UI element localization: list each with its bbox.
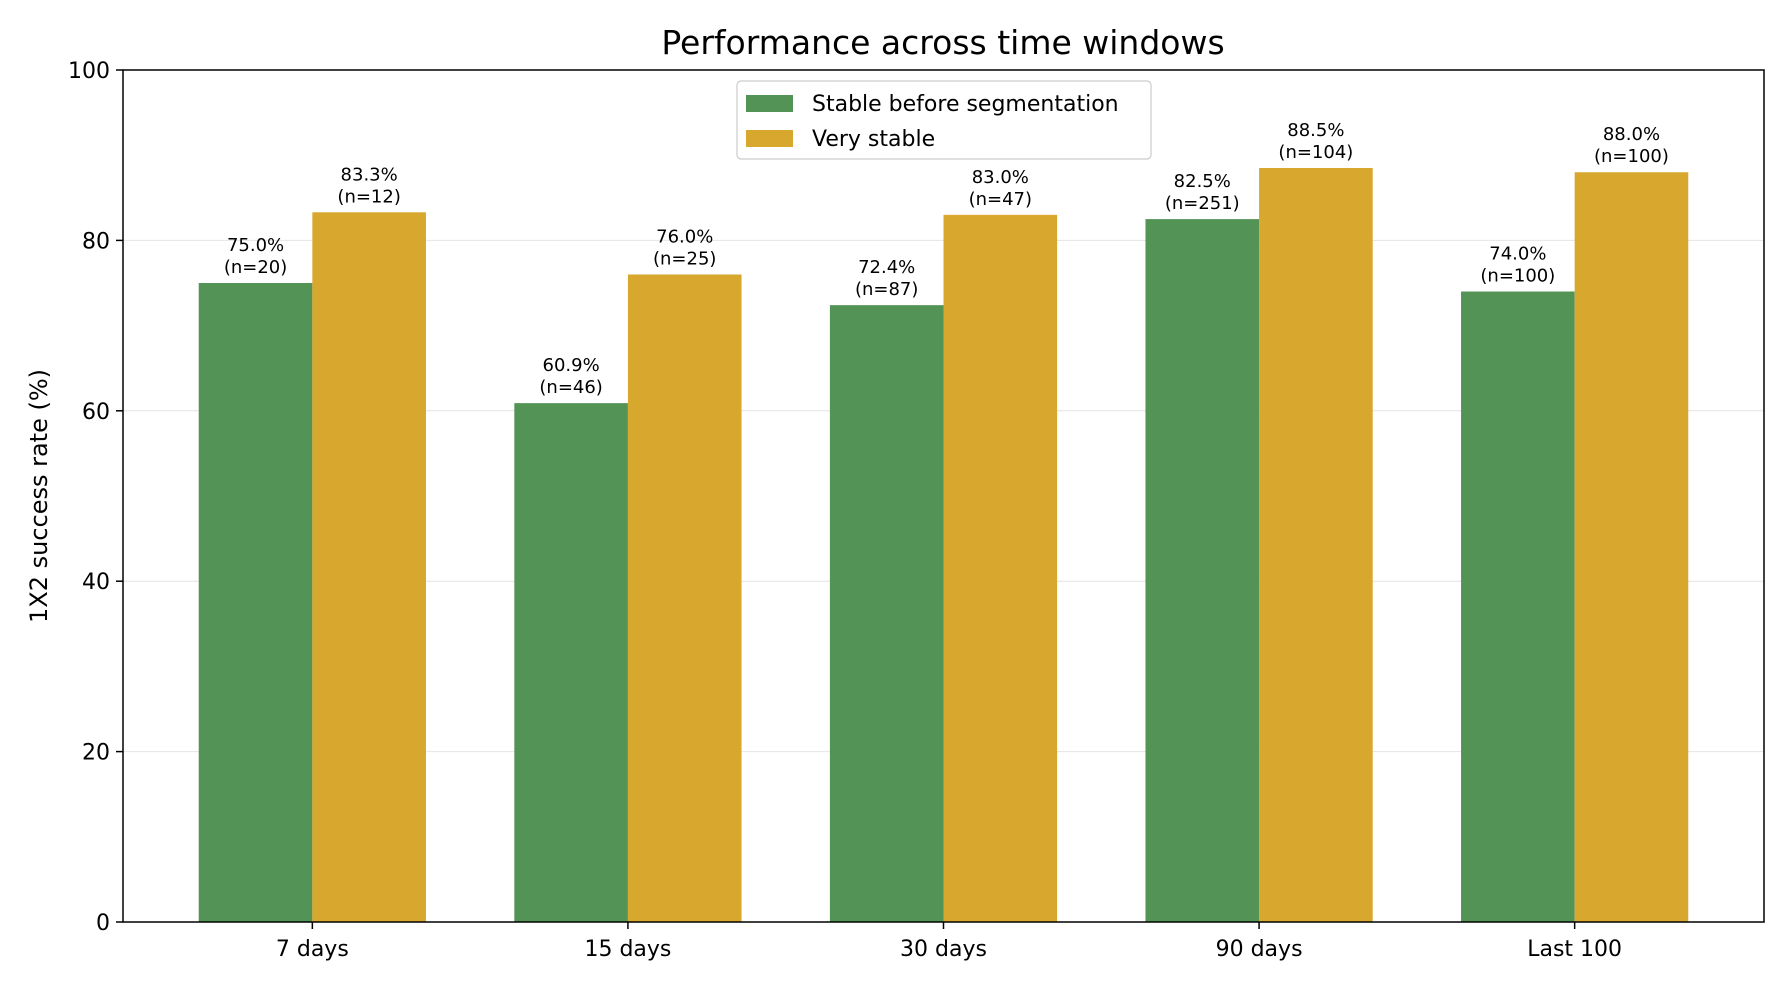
data-label-count: (n=104) bbox=[1278, 142, 1353, 163]
data-label-value: 76.0% bbox=[656, 226, 713, 247]
data-label-count: (n=12) bbox=[337, 186, 400, 207]
bar-series-0-90-days bbox=[1145, 219, 1260, 923]
legend: Stable before segmentation Very stable bbox=[736, 80, 1152, 160]
bar-series-1-30-days bbox=[943, 214, 1058, 923]
bar-series-1-last-100 bbox=[1574, 172, 1689, 923]
legend-box bbox=[736, 80, 1152, 160]
bar-series-1-7-days bbox=[312, 212, 426, 922]
bar-series-1-90-days bbox=[1259, 167, 1373, 923]
data-label-value: 60.9% bbox=[543, 355, 600, 376]
y-tick-label: 40 bbox=[82, 570, 110, 595]
data-label-count: (n=100) bbox=[1594, 146, 1669, 167]
data-label-count: (n=87) bbox=[855, 279, 918, 300]
x-tick-label: 30 days bbox=[900, 937, 987, 962]
data-label-count: (n=47) bbox=[969, 189, 1032, 210]
bar-series-0-30-days bbox=[829, 305, 944, 923]
legend-swatch bbox=[746, 130, 793, 147]
data-label-value: 83.0% bbox=[972, 167, 1029, 188]
y-tick-label: 100 bbox=[68, 59, 110, 84]
legend-swatch bbox=[746, 95, 793, 112]
y-tick-label: 0 bbox=[96, 911, 110, 936]
legend-label: Stable before segmentation bbox=[812, 92, 1119, 117]
y-tick-label: 60 bbox=[82, 400, 110, 425]
data-label-value: 74.0% bbox=[1489, 244, 1546, 265]
data-label-value: 88.0% bbox=[1603, 124, 1660, 145]
x-tick-label: 7 days bbox=[276, 937, 349, 962]
data-label-value: 72.4% bbox=[858, 257, 915, 278]
legend-label: Very stable bbox=[812, 127, 935, 152]
data-label-value: 75.0% bbox=[227, 235, 284, 256]
axes: 0 20 40 60 80 100 7 days 15 days 30 days 90 days L… bbox=[68, 59, 1622, 962]
bar-series-0-last-100 bbox=[1461, 291, 1575, 922]
x-tick-label: 15 days bbox=[584, 937, 671, 962]
x-tick-label: Last 100 bbox=[1527, 937, 1622, 962]
data-label-count: (n=25) bbox=[653, 248, 716, 269]
data-label-count: (n=20) bbox=[224, 257, 287, 278]
bar-series-0-15-days bbox=[514, 403, 628, 923]
data-label-count: (n=251) bbox=[1165, 193, 1240, 214]
data-label-count: (n=46) bbox=[539, 377, 602, 398]
y-tick-label: 80 bbox=[82, 229, 110, 254]
chart-title: Performance across time windows bbox=[661, 23, 1224, 62]
y-tick-label: 20 bbox=[82, 741, 110, 766]
bar-series-1-15-days bbox=[627, 274, 742, 923]
data-label-value: 82.5% bbox=[1174, 171, 1231, 192]
x-tick-label: 90 days bbox=[1216, 937, 1303, 962]
data-label-count: (n=100) bbox=[1480, 266, 1555, 287]
data-label-value: 83.3% bbox=[341, 164, 398, 185]
y-axis-label: 1X2 success rate (%) bbox=[25, 369, 53, 623]
data-label-value: 88.5% bbox=[1287, 120, 1344, 141]
data-labels: 75.0%(n=20)83.3%(n=12)60.9%(n=46)76.0%(n… bbox=[224, 120, 1669, 398]
bars bbox=[198, 167, 1689, 923]
bar-series-0-7-days bbox=[198, 283, 313, 922]
